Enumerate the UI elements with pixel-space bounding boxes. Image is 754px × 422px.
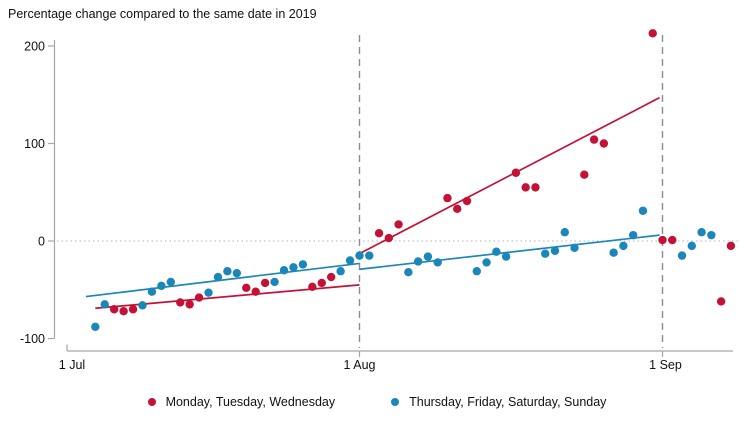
- y-axis-tick-label: 0: [38, 235, 45, 249]
- data-point-blue: [619, 241, 628, 251]
- data-point-red: [185, 300, 194, 309]
- data-point-blue: [336, 267, 345, 276]
- data-point-blue: [707, 230, 716, 240]
- legend-item-mon-tue-wed: Monday, Tuesday, Wednesday: [147, 395, 336, 409]
- red-dot-icon: [147, 398, 156, 406]
- data-point-blue: [138, 301, 147, 310]
- data-point-red: [326, 272, 336, 282]
- y-axis-tick-label: 200: [24, 40, 45, 54]
- data-point-red: [589, 135, 599, 144]
- legend-item-thu-fri-sat-sun: Thursday, Friday, Saturday, Sunday: [391, 395, 606, 409]
- data-point-red: [521, 183, 530, 192]
- data-point-blue: [482, 258, 491, 267]
- data-point-red: [317, 278, 326, 288]
- data-point-blue: [100, 300, 109, 309]
- data-point-blue: [423, 252, 433, 261]
- data-point-blue: [413, 257, 423, 266]
- x-axis-tick-label: 1 Sep: [649, 358, 682, 372]
- data-point-red: [251, 287, 260, 296]
- data-point-blue: [560, 228, 569, 237]
- data-point-blue: [345, 256, 355, 265]
- data-point-blue: [365, 251, 374, 260]
- data-point-red: [531, 183, 540, 192]
- data-point-blue: [289, 263, 298, 272]
- data-point-red: [648, 29, 657, 38]
- y-axis-tick-label: -100: [20, 332, 45, 346]
- data-point-blue: [638, 206, 648, 215]
- data-point-red: [511, 168, 521, 177]
- trend-line-red-july: [95, 284, 360, 310]
- data-point-red: [462, 196, 472, 206]
- data-point-red: [726, 241, 736, 251]
- trend-line-blue-august: [359, 234, 660, 271]
- data-point-blue: [501, 252, 511, 261]
- data-point-red: [176, 298, 185, 307]
- data-point-red: [668, 235, 677, 245]
- data-point-blue: [697, 228, 706, 237]
- data-point-red: [374, 229, 384, 238]
- data-point-red: [128, 305, 138, 314]
- data-point-blue: [355, 251, 364, 260]
- data-point-blue: [166, 277, 175, 287]
- data-point-red: [308, 282, 317, 292]
- blue-dot-icon: [391, 398, 400, 406]
- data-point-red: [260, 278, 270, 288]
- data-point-blue: [270, 277, 279, 287]
- data-point-red: [119, 307, 128, 316]
- data-point-red: [658, 235, 667, 245]
- data-point-red: [599, 139, 609, 148]
- data-point-blue: [298, 260, 308, 269]
- x-axis-tick-label: 1 Jul: [59, 358, 85, 372]
- y-axis-tick-label: 100: [24, 137, 45, 151]
- trend-line-blue-july: [85, 262, 360, 298]
- data-point-blue: [628, 230, 638, 240]
- data-point-blue: [570, 243, 579, 253]
- legend-label-mon-tue-wed: Monday, Tuesday, Wednesday: [165, 395, 336, 409]
- data-point-blue: [232, 268, 242, 278]
- data-point-red: [242, 283, 251, 292]
- data-point-blue: [204, 288, 213, 297]
- data-point-blue: [550, 246, 560, 255]
- data-point-blue: [472, 267, 481, 276]
- data-point-blue: [91, 322, 100, 331]
- data-point-red: [194, 293, 204, 302]
- x-axis-tick-label: 1 Aug: [344, 358, 376, 372]
- chart-title: Percentage change compared to the same d…: [8, 7, 317, 21]
- trend-line-red-august: [359, 96, 660, 255]
- data-point-red: [453, 204, 462, 214]
- data-point-blue: [541, 249, 550, 258]
- data-point-blue: [609, 248, 618, 257]
- data-point-red: [716, 297, 726, 306]
- data-point-blue: [492, 247, 501, 256]
- legend-label-thu-fri-sat-sun: Thursday, Friday, Saturday, Sunday: [409, 395, 607, 409]
- data-point-blue: [687, 241, 697, 251]
- data-point-red: [580, 170, 589, 179]
- plot-area: 200 100 0 -100 1 Jul 1 Aug 1 Sep: [20, 29, 741, 372]
- data-point-blue: [223, 267, 232, 276]
- data-point-blue: [433, 258, 442, 267]
- data-point-blue: [147, 287, 157, 296]
- data-point-blue: [677, 251, 687, 260]
- data-point-red: [443, 193, 452, 203]
- data-point-blue: [279, 266, 289, 275]
- data-point-blue: [213, 272, 223, 282]
- data-point-red: [109, 305, 119, 314]
- data-point-red: [384, 233, 394, 243]
- data-point-blue: [404, 268, 413, 277]
- legend: Monday, Tuesday, Wednesday Thursday, Fri…: [0, 395, 754, 409]
- data-point-red: [394, 220, 403, 229]
- data-point-blue: [157, 281, 166, 291]
